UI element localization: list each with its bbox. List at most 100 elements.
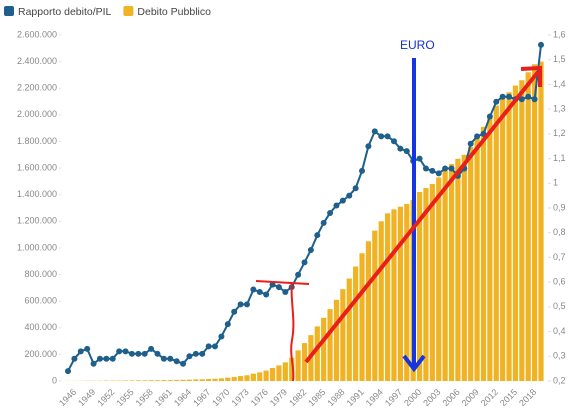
y-tick-label: 2.200.000	[17, 83, 57, 93]
x-tick-label: 1967	[191, 387, 212, 408]
bar	[186, 379, 193, 381]
point	[275, 284, 282, 291]
point	[103, 355, 110, 362]
point	[148, 345, 155, 352]
bar	[327, 309, 333, 381]
point	[538, 41, 544, 48]
point	[378, 133, 385, 140]
point	[128, 350, 135, 357]
bar	[142, 380, 148, 381]
y-tick-label: 1.200.000	[17, 216, 57, 226]
x-tick-label: 2018	[517, 387, 538, 408]
bar	[289, 357, 295, 381]
x-tick-label: 1955	[114, 387, 135, 408]
y2-tick-label: 0,4	[553, 326, 566, 336]
bar	[301, 343, 308, 381]
point	[397, 145, 404, 152]
annotation: EURO	[400, 38, 435, 52]
y2-tick-label: 0,3	[553, 351, 566, 361]
point	[109, 355, 116, 362]
y-tick-label: 2.600.000	[17, 29, 57, 39]
bar	[276, 365, 282, 381]
point	[422, 165, 429, 172]
bar	[250, 373, 256, 381]
point	[65, 368, 71, 375]
bar	[372, 230, 378, 381]
point	[301, 259, 308, 266]
bar	[353, 266, 359, 381]
x-tick-label: 1982	[287, 387, 308, 408]
point	[448, 165, 455, 172]
x-tick-label: 1964	[172, 387, 193, 408]
point	[371, 128, 378, 135]
point	[218, 333, 225, 340]
overlay-arrows	[255, 58, 542, 382]
bar	[225, 377, 231, 381]
bar	[468, 146, 474, 381]
point	[71, 355, 78, 362]
bar	[532, 64, 538, 382]
annotations: EURO	[400, 38, 435, 52]
y-tick-label: 0	[52, 375, 57, 385]
point	[199, 350, 206, 357]
bar	[436, 177, 442, 381]
blue-arrow-head	[402, 354, 426, 373]
y2-tick-label: 1,5	[553, 54, 566, 64]
x-tick-label: 2003	[421, 387, 442, 408]
point	[327, 209, 334, 216]
bar	[218, 378, 225, 381]
bar	[493, 105, 499, 382]
bar	[365, 241, 372, 381]
point	[295, 271, 302, 278]
point	[307, 247, 314, 254]
bar	[455, 158, 461, 381]
x-tick-label: 1949	[76, 387, 97, 408]
y-tick-label: 1.600.000	[17, 162, 57, 172]
point	[269, 281, 276, 288]
point	[231, 308, 238, 315]
bar	[321, 317, 327, 381]
bar	[487, 116, 493, 381]
bar	[448, 164, 455, 381]
x-tick-label: 1997	[383, 387, 404, 408]
bar	[206, 379, 212, 381]
point	[499, 93, 506, 100]
x-tick-label: 1991	[345, 387, 366, 408]
x-tick-label: 1988	[325, 387, 346, 408]
bar	[378, 221, 384, 381]
bar	[244, 375, 250, 381]
x-tick-label: 1994	[364, 387, 385, 408]
bar	[122, 380, 129, 381]
x-tick-label: 2006	[440, 387, 461, 408]
bar	[161, 380, 167, 381]
bar	[154, 380, 161, 381]
x-tick-label: 1961	[153, 387, 174, 408]
y2-tick-label: 0,7	[553, 252, 566, 262]
point	[403, 148, 410, 155]
y-tick-label: 400.000	[24, 322, 57, 332]
bar	[442, 170, 448, 381]
y-tick-label: 2.400.000	[17, 56, 57, 66]
bar	[474, 134, 480, 381]
point	[167, 355, 174, 362]
point	[474, 133, 481, 140]
y2-tick-label: 0,5	[553, 301, 566, 311]
red-arrow-head	[520, 65, 542, 87]
bar	[506, 92, 512, 381]
x-tick-label: 2012	[479, 387, 500, 408]
y2-tick-label: 0,6	[553, 277, 566, 287]
y2-tick-label: 1,2	[553, 128, 566, 138]
bar	[391, 209, 397, 381]
bar	[199, 379, 205, 381]
y2-tick-label: 0,2	[553, 375, 566, 385]
point	[416, 155, 423, 162]
point	[282, 289, 289, 296]
point	[192, 350, 199, 357]
bar	[340, 289, 346, 381]
x-tick-label: 1970	[210, 387, 231, 408]
bar	[500, 96, 506, 381]
bar	[461, 154, 467, 381]
point	[442, 165, 449, 172]
x-tick-label: 1952	[95, 387, 116, 408]
point	[352, 185, 359, 192]
